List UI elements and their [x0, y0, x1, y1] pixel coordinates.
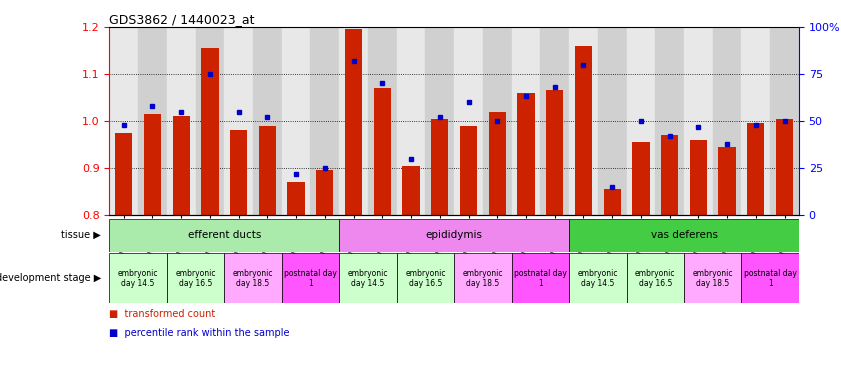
Text: embryonic
day 18.5: embryonic day 18.5	[692, 269, 733, 288]
Bar	[776, 119, 793, 215]
Text: embryonic
day 14.5: embryonic day 14.5	[118, 269, 158, 288]
Bar	[109, 27, 138, 215]
Bar	[742, 253, 799, 303]
Bar	[574, 46, 592, 215]
Bar	[201, 48, 219, 215]
Bar	[690, 140, 707, 215]
Bar	[259, 126, 276, 215]
Bar	[339, 253, 397, 303]
Bar	[397, 27, 426, 215]
Bar	[655, 27, 684, 215]
Text: postnatal day
1: postnatal day 1	[743, 269, 796, 288]
Bar	[511, 27, 540, 215]
Text: embryonic
day 14.5: embryonic day 14.5	[578, 269, 618, 288]
Text: embryonic
day 18.5: embryonic day 18.5	[233, 269, 273, 288]
Bar	[511, 253, 569, 303]
Text: ■  transformed count: ■ transformed count	[109, 309, 215, 319]
Bar	[138, 27, 167, 215]
Bar	[115, 133, 132, 215]
Bar	[718, 147, 736, 215]
Bar	[288, 182, 304, 215]
Bar	[684, 27, 712, 215]
Bar	[310, 27, 339, 215]
Bar	[172, 116, 190, 215]
Bar	[489, 111, 505, 215]
Text: ■  percentile rank within the sample: ■ percentile rank within the sample	[109, 328, 290, 338]
Bar	[454, 27, 483, 215]
Bar	[426, 27, 454, 215]
Bar	[345, 29, 362, 215]
Bar	[684, 253, 742, 303]
Bar	[397, 253, 454, 303]
Bar	[225, 27, 253, 215]
Bar	[282, 27, 310, 215]
Bar	[230, 130, 247, 215]
Bar	[569, 219, 799, 252]
Bar	[144, 114, 161, 215]
Bar	[712, 27, 742, 215]
Bar	[109, 253, 167, 303]
Bar	[282, 253, 339, 303]
Bar	[167, 27, 195, 215]
Text: GDS3862 / 1440023_at: GDS3862 / 1440023_at	[109, 13, 255, 26]
Bar	[460, 126, 477, 215]
Bar	[167, 253, 225, 303]
Bar	[225, 253, 282, 303]
Bar	[742, 27, 770, 215]
Text: embryonic
day 16.5: embryonic day 16.5	[635, 269, 675, 288]
Bar	[431, 119, 448, 215]
Bar	[604, 189, 621, 215]
Text: epididymis: epididymis	[426, 230, 483, 240]
Bar	[569, 253, 627, 303]
Bar	[747, 123, 764, 215]
Bar	[402, 166, 420, 215]
Bar	[316, 170, 333, 215]
Text: tissue ▶: tissue ▶	[61, 230, 101, 240]
Text: embryonic
day 18.5: embryonic day 18.5	[463, 269, 503, 288]
Bar	[632, 142, 649, 215]
Bar	[540, 27, 569, 215]
Bar	[373, 88, 391, 215]
Bar	[517, 93, 535, 215]
Bar	[770, 27, 799, 215]
Bar	[569, 27, 598, 215]
Bar	[253, 27, 282, 215]
Bar	[598, 27, 627, 215]
Text: embryonic
day 16.5: embryonic day 16.5	[175, 269, 216, 288]
Bar	[339, 219, 569, 252]
Bar	[483, 27, 511, 215]
Bar	[627, 253, 684, 303]
Text: embryonic
day 16.5: embryonic day 16.5	[405, 269, 446, 288]
Bar	[627, 27, 655, 215]
Bar	[454, 253, 511, 303]
Bar	[368, 27, 397, 215]
Text: postnatal day
1: postnatal day 1	[284, 269, 337, 288]
Text: embryonic
day 14.5: embryonic day 14.5	[347, 269, 389, 288]
Bar	[195, 27, 225, 215]
Text: development stage ▶: development stage ▶	[0, 273, 101, 283]
Bar	[546, 90, 563, 215]
Text: postnatal day
1: postnatal day 1	[514, 269, 567, 288]
Text: efferent ducts: efferent ducts	[188, 230, 261, 240]
Bar	[661, 135, 678, 215]
Text: vas deferens: vas deferens	[650, 230, 717, 240]
Bar	[109, 219, 339, 252]
Bar	[339, 27, 368, 215]
